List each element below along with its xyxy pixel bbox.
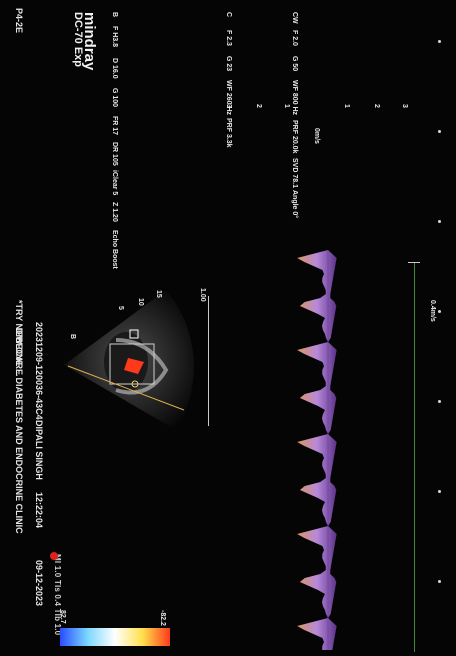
param-b-7: Z 1.20 bbox=[111, 202, 118, 222]
b-mode-sector-image bbox=[64, 290, 194, 430]
doppler-spectrum bbox=[297, 250, 337, 650]
tick-label-4: 1 bbox=[343, 104, 350, 108]
timeline-cap bbox=[408, 262, 420, 263]
sector-mark-1: 5 bbox=[117, 306, 124, 310]
colorbar-bottom-label: -82.2 bbox=[159, 610, 166, 626]
tick-label-1: 3 bbox=[225, 104, 232, 108]
param-cw-3: WF 800 Hz bbox=[291, 80, 298, 116]
param-b-1: F H3.8 bbox=[111, 26, 118, 48]
param-cw-2: G 50 bbox=[291, 56, 298, 72]
color-flow-jet bbox=[124, 358, 144, 374]
param-c-2: G 23 bbox=[225, 56, 232, 72]
speed-scale-label: 0.4m/s bbox=[429, 300, 436, 322]
time-scale-dot bbox=[438, 220, 441, 223]
time-scale-dot bbox=[438, 490, 441, 493]
exam-time: 12:22:04 bbox=[34, 492, 44, 529]
heart-chamber bbox=[104, 332, 148, 392]
param-b-5: DR 105 bbox=[111, 142, 118, 166]
param-c-1: F 2.3 bbox=[225, 30, 232, 46]
exam-id: 20231209-120036-43C4 bbox=[34, 322, 44, 420]
param-b-8: Echo Boost bbox=[111, 230, 118, 269]
b-mode-label: B bbox=[69, 334, 76, 340]
cw-cursor-line[interactable] bbox=[67, 365, 185, 411]
tick-label-3: 1 bbox=[283, 104, 290, 108]
color-velocity-bar bbox=[60, 628, 170, 646]
device-model: DC-70 Exp bbox=[72, 12, 84, 68]
sample-gate[interactable] bbox=[131, 380, 139, 388]
param-c-4: PRF 3.3k bbox=[225, 118, 232, 148]
tick-label-2: 2 bbox=[255, 104, 262, 108]
b-label-marker bbox=[129, 329, 139, 339]
tick-label-6: 3 bbox=[401, 104, 408, 108]
heart-wall bbox=[115, 338, 169, 395]
record-indicator-icon bbox=[50, 552, 58, 560]
probe-name: P4-2E bbox=[14, 8, 24, 34]
patient-name: DIPALI SINGH bbox=[34, 420, 44, 480]
tick-label-5: 2 bbox=[373, 104, 380, 108]
time-scale-dot bbox=[438, 400, 441, 403]
colorbar-top-label: 82.7 bbox=[59, 610, 66, 624]
param-b-3: G 100 bbox=[111, 88, 118, 108]
param-b-4: FR 17 bbox=[111, 116, 118, 136]
param-c-3: WF 260 Hz bbox=[225, 80, 232, 116]
param-cw-0: CW bbox=[291, 12, 298, 24]
param-cw-1: F 2.0 bbox=[291, 30, 298, 46]
time-scale-dot bbox=[438, 40, 441, 43]
time-scale-dot bbox=[438, 580, 441, 583]
param-b-6: iClear 5 bbox=[111, 170, 118, 196]
timeline-ecg-line bbox=[414, 262, 415, 652]
param-b-0: B bbox=[111, 12, 118, 18]
depth-scale-label: 1.00 bbox=[199, 288, 206, 302]
time-scale-dot bbox=[438, 130, 441, 133]
doppler-waveform bbox=[297, 250, 337, 650]
param-b-2: D 16.0 bbox=[111, 58, 118, 79]
time-scale-dot bbox=[438, 310, 441, 313]
depth-scale bbox=[208, 296, 209, 426]
velocity-unit: 0m/s bbox=[313, 128, 320, 144]
sector-mark-2: 10 bbox=[137, 298, 144, 306]
preset-name: *TRY NEW ONE ... bbox=[14, 300, 24, 377]
param-c-0: C bbox=[225, 12, 232, 18]
param-cw-5: SVD 78.1 bbox=[291, 158, 298, 188]
param-cw-4: PRF 20.0k bbox=[291, 120, 298, 154]
param-cw-6: Angle 0° bbox=[291, 190, 298, 219]
exam-date: 09-12-2023 bbox=[34, 560, 44, 607]
sector-mark-3: 15 bbox=[155, 290, 162, 298]
